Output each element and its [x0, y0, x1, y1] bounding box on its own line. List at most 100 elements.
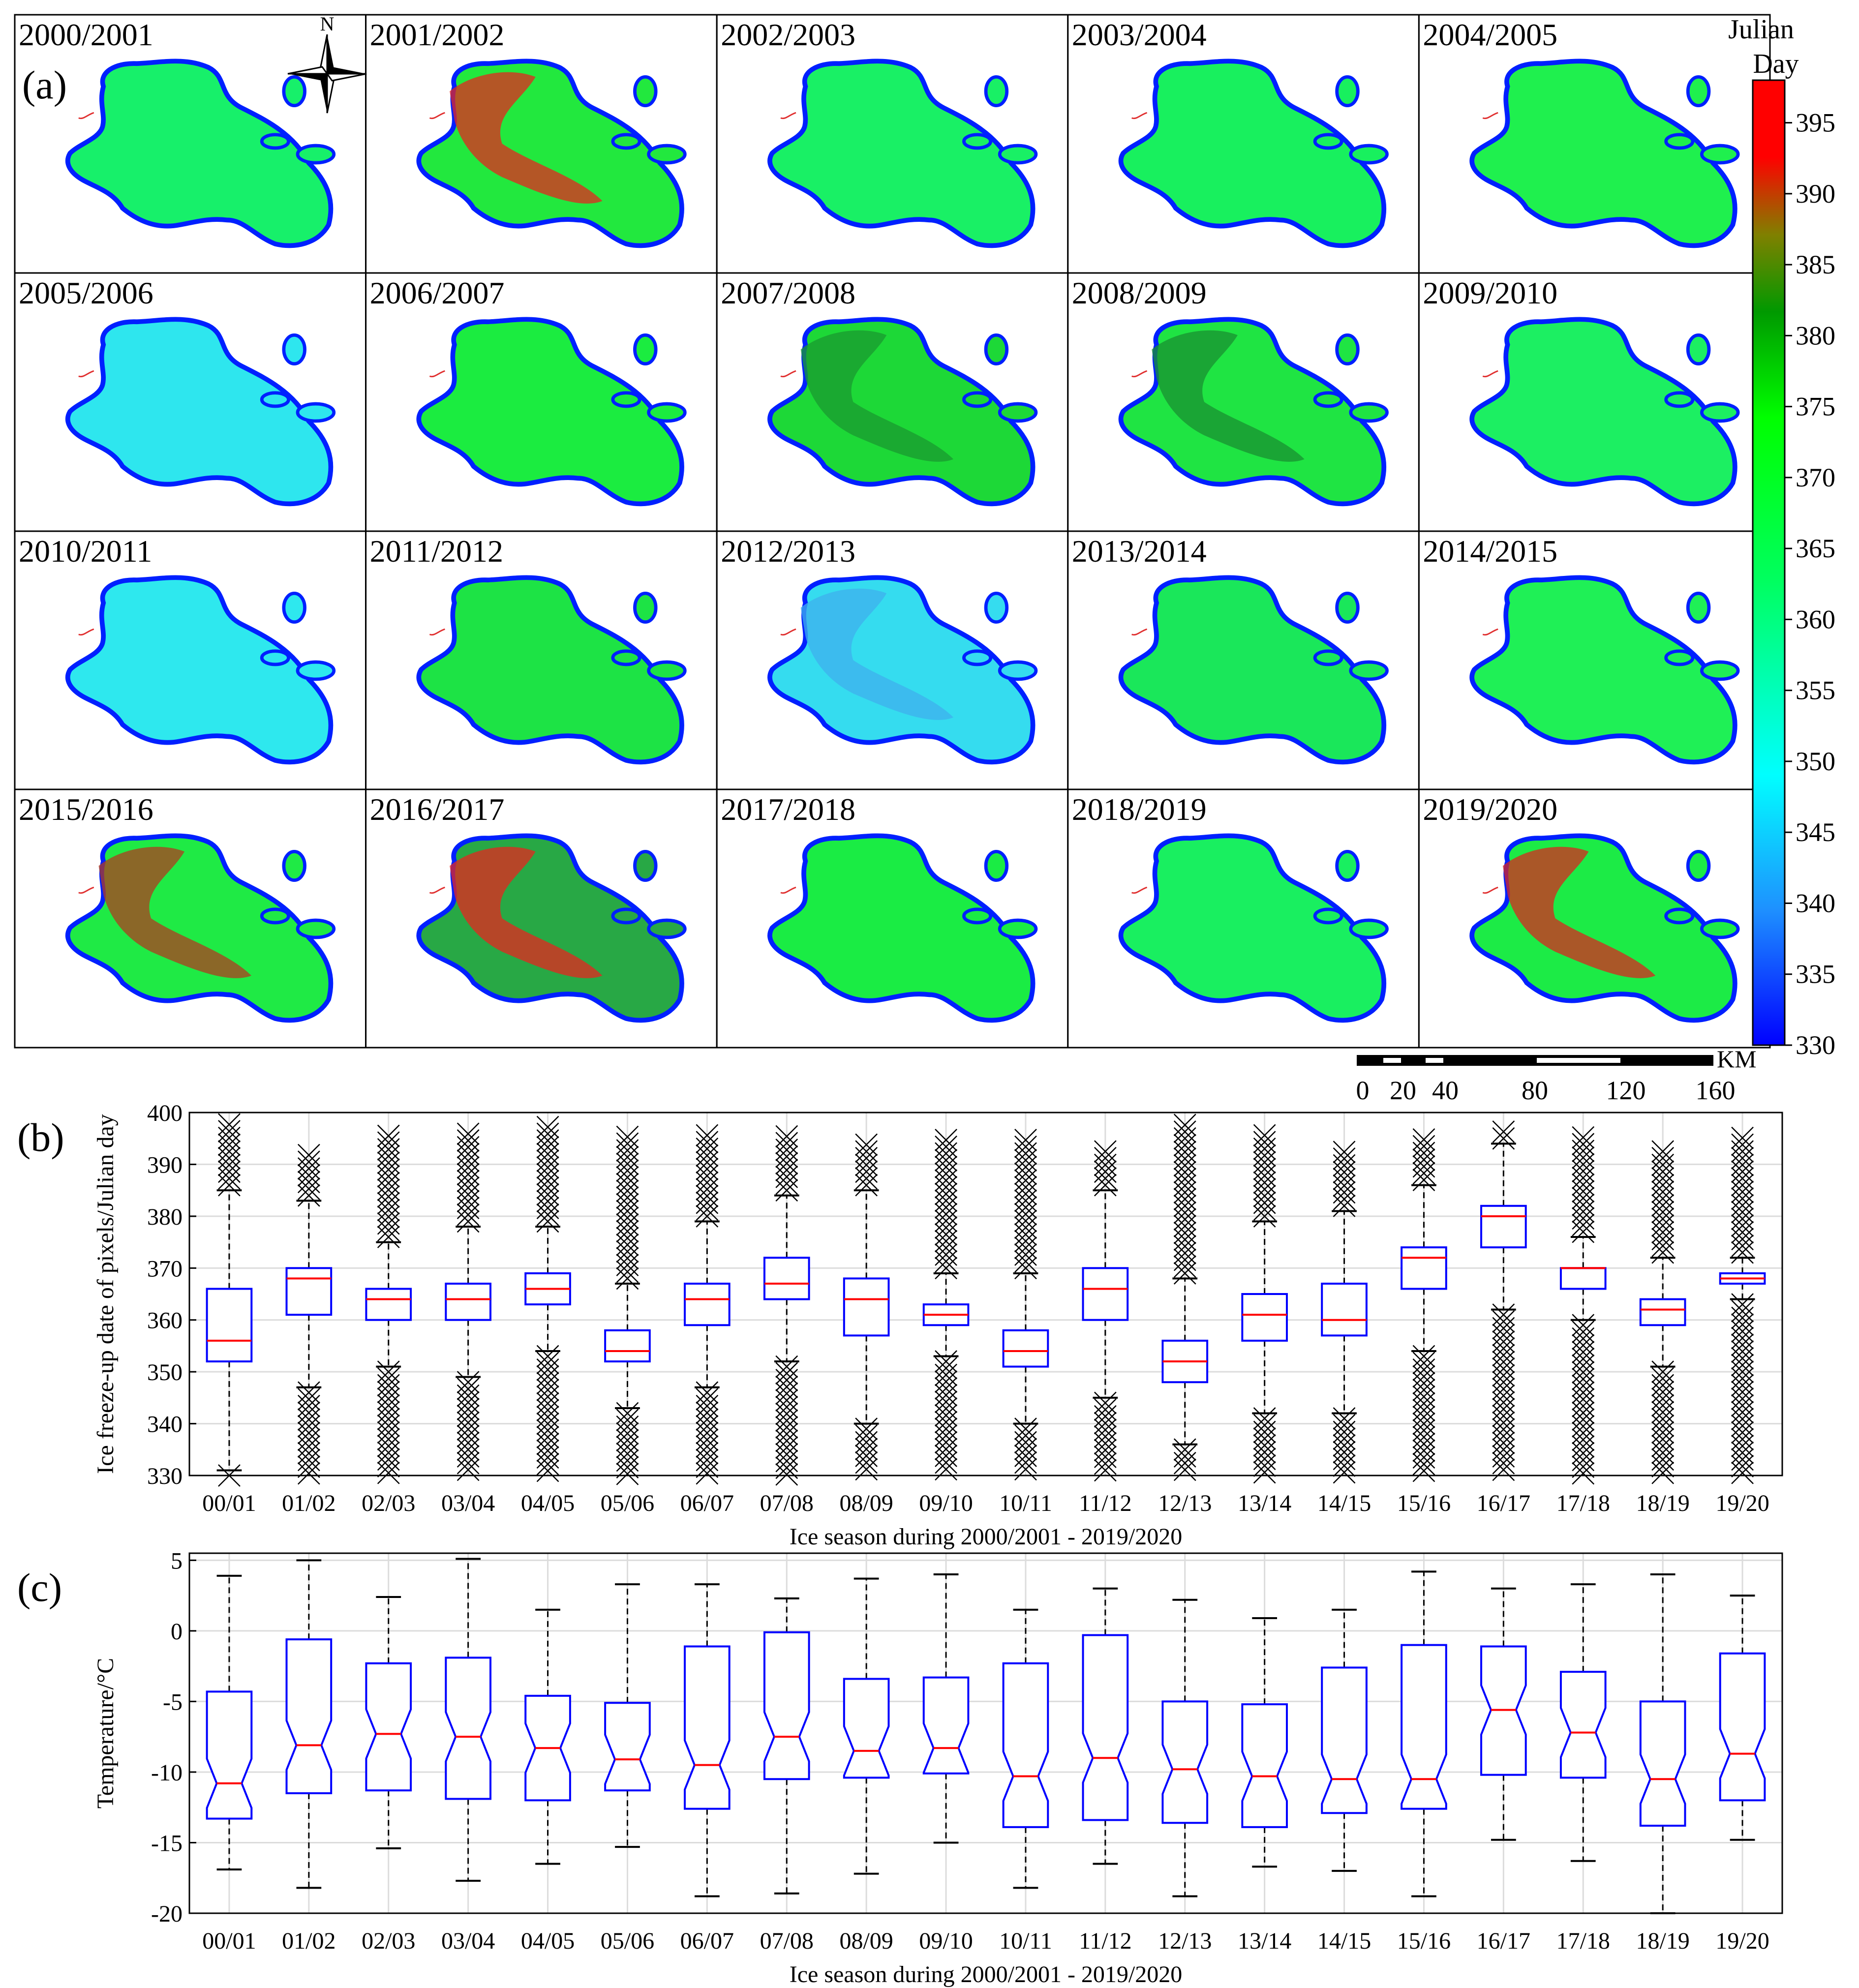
outlier-mark — [1651, 1235, 1675, 1257]
outlier-mark — [457, 1163, 480, 1186]
colorbar-tick-label: 395 — [1796, 108, 1835, 138]
outlier-mark — [1731, 1126, 1754, 1149]
outlier-mark — [1731, 1374, 1754, 1397]
outlier-mark — [218, 1126, 241, 1149]
outlier-mark — [1651, 1360, 1675, 1384]
box-17-18 — [1559, 1583, 1607, 1862]
outlier-mark — [457, 1391, 480, 1414]
outlier-mark — [935, 1370, 957, 1393]
outlier-mark — [1731, 1313, 1754, 1336]
outlier-mark — [1094, 1167, 1117, 1190]
outlier-mark — [1731, 1174, 1754, 1197]
scale-bar-tick-label: 0 — [1356, 1076, 1370, 1105]
x-tick-label: 07/08 — [760, 1490, 814, 1516]
outlier-mark — [297, 1448, 320, 1472]
outliers — [377, 1124, 400, 1484]
outlier-mark — [1094, 1439, 1117, 1462]
box-body — [684, 1645, 731, 1810]
map-title: 2001/2002 — [370, 17, 505, 52]
outlier-mark — [536, 1352, 559, 1375]
outlier-mark — [1253, 1414, 1276, 1437]
outlier-mark — [1572, 1341, 1595, 1363]
map-cell: 2015/2016 — [14, 788, 367, 1049]
river-mark — [780, 370, 796, 378]
outlier-mark — [1572, 1442, 1595, 1465]
outlier-mark — [1572, 1321, 1595, 1343]
outlier-mark — [1651, 1207, 1675, 1231]
outlier-mark — [377, 1421, 400, 1444]
outlier-mark — [935, 1417, 957, 1440]
outlier-mark — [696, 1144, 719, 1167]
outlier-mark — [1412, 1169, 1435, 1191]
box-05-06 — [604, 1125, 651, 1485]
x-tick-label: 09/10 — [919, 1928, 973, 1954]
box-13-14 — [1241, 1124, 1288, 1484]
outlier-mark — [1173, 1154, 1196, 1177]
x-tick-label: 12/13 — [1158, 1490, 1212, 1516]
outlier-mark — [1014, 1250, 1037, 1273]
map-title: 2002/2003 — [721, 17, 855, 52]
outlier-mark — [1014, 1243, 1037, 1266]
outlier-mark — [536, 1190, 559, 1213]
colorbar-tick-label: 370 — [1796, 463, 1835, 492]
outlier-mark — [297, 1421, 320, 1445]
outlier-mark — [696, 1394, 719, 1417]
scale-bar-tick-label: 20 — [1390, 1076, 1416, 1105]
small-lake — [1313, 391, 1343, 408]
box-body — [445, 1282, 491, 1321]
map-cell: 2002/2003 — [716, 14, 1069, 274]
box-body — [1241, 1293, 1288, 1342]
outlier-mark — [1731, 1441, 1754, 1464]
box-body — [684, 1282, 731, 1326]
outlier-mark — [1094, 1153, 1117, 1176]
colorbar-tick-label: 360 — [1796, 604, 1835, 634]
outlier-mark — [1094, 1432, 1117, 1455]
outlier-mark — [775, 1355, 798, 1378]
lake-map — [419, 319, 687, 504]
outlier-mark — [616, 1220, 639, 1243]
outlier-mark — [1731, 1146, 1754, 1170]
outlier-mark — [536, 1385, 559, 1408]
box-10-11 — [1002, 1608, 1049, 1889]
map-title: 2010/2011 — [19, 534, 152, 569]
map-title: 2006/2007 — [370, 275, 505, 310]
map-cell: 2001/2002 — [365, 14, 718, 274]
outlier-mark — [377, 1401, 400, 1424]
freeze-patch — [98, 846, 251, 978]
panel-label-c: (c) — [17, 1565, 62, 1610]
outlier-mark — [297, 1442, 320, 1465]
outlier-mark — [1572, 1187, 1595, 1209]
outlier-mark — [1333, 1454, 1356, 1477]
outlier-mark — [1572, 1408, 1595, 1431]
outlier-mark — [1253, 1407, 1276, 1430]
outlier-mark — [616, 1267, 639, 1290]
outlier-mark — [536, 1163, 559, 1186]
outlier-mark — [1253, 1124, 1276, 1147]
outlier-mark — [855, 1458, 878, 1481]
box-14-15 — [1321, 1141, 1368, 1484]
outlier-mark — [536, 1419, 559, 1442]
outlier-mark — [1412, 1446, 1435, 1469]
outlier-mark — [377, 1178, 400, 1201]
box-03-04 — [445, 1558, 491, 1882]
outlier-mark — [457, 1418, 480, 1441]
outlier-mark — [616, 1213, 639, 1236]
outlier-mark — [1492, 1424, 1515, 1447]
outlier-mark — [1333, 1161, 1356, 1184]
outlier-mark — [775, 1382, 798, 1405]
outlier-mark — [1651, 1201, 1675, 1224]
outliers — [696, 1124, 719, 1485]
box-07-08 — [763, 1597, 810, 1895]
outlier-mark — [1651, 1187, 1675, 1210]
outlier-mark — [696, 1191, 719, 1214]
small-lake — [1700, 918, 1740, 939]
outlier-mark — [377, 1374, 400, 1397]
river-mark — [1131, 886, 1148, 894]
box-11-12 — [1082, 1140, 1129, 1482]
outlier-mark — [1412, 1155, 1435, 1178]
box-19-20 — [1719, 1126, 1766, 1484]
outlier-mark — [297, 1428, 320, 1451]
outlier-mark — [696, 1401, 719, 1424]
box-13-14 — [1241, 1617, 1288, 1868]
